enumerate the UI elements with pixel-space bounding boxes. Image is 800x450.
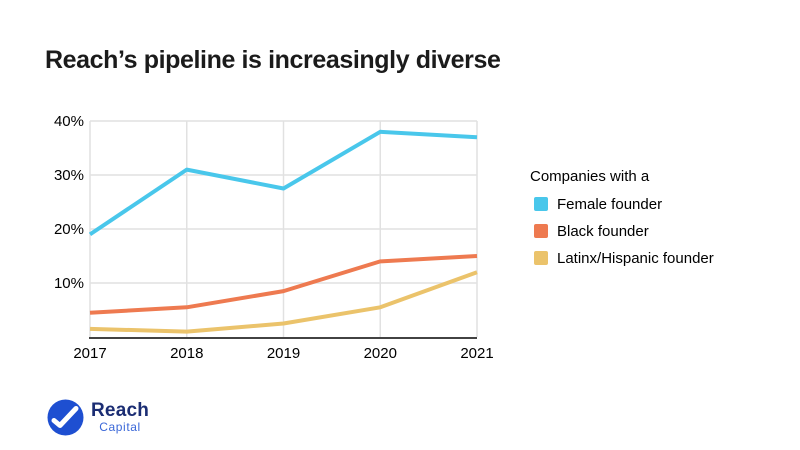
logo-text: Reach Capital bbox=[91, 401, 149, 434]
legend-label: Female founder bbox=[557, 195, 663, 213]
x-axis-tick-label: 2017 bbox=[73, 345, 106, 362]
x-axis-tick-label: 2020 bbox=[364, 345, 397, 362]
x-axis-tick-label: 2019 bbox=[267, 345, 300, 362]
y-axis-tick-label: 20% bbox=[54, 221, 84, 238]
legend-title: Companies with a bbox=[530, 168, 650, 185]
y-axis-tick-label: 40% bbox=[54, 113, 84, 130]
legend-swatch-icon bbox=[534, 197, 548, 211]
legend-label: Latinx/Hispanic founder bbox=[557, 249, 714, 267]
logo-name: Reach bbox=[91, 400, 150, 421]
reach-capital-logo: Reach Capital bbox=[47, 399, 149, 436]
series-line-female-founder bbox=[88, 129, 478, 237]
x-axis-tick-label: 2021 bbox=[460, 345, 493, 362]
chart-title: Reach’s pipeline is increasingly diverse bbox=[45, 46, 501, 74]
legend-swatch-icon bbox=[534, 224, 548, 238]
legend-swatch-icon bbox=[534, 251, 548, 265]
x-axis-tick-label: 2018 bbox=[170, 345, 203, 362]
series-line-latinx-hispanic-founder bbox=[89, 270, 478, 334]
y-axis-tick-label: 30% bbox=[54, 167, 84, 184]
logo-swoosh bbox=[51, 406, 79, 428]
series-line-black-founder bbox=[89, 254, 478, 315]
legend-item-female-founder: Female founder bbox=[534, 195, 760, 213]
legend-label: Black founder bbox=[557, 222, 649, 240]
logo-subtitle: Capital bbox=[99, 420, 141, 434]
legend-item-black-founder: Black founder bbox=[534, 222, 760, 240]
chart-legend: Companies with a Female founder Black fou… bbox=[530, 168, 760, 276]
legend-item-latinx-hispanic-founder: Latinx/Hispanic founder bbox=[534, 249, 760, 267]
y-axis-tick-label: 10% bbox=[54, 275, 84, 292]
legend-items: Female founder Black founder Latinx/Hispan… bbox=[530, 195, 760, 267]
reach-logo-icon bbox=[47, 399, 84, 436]
